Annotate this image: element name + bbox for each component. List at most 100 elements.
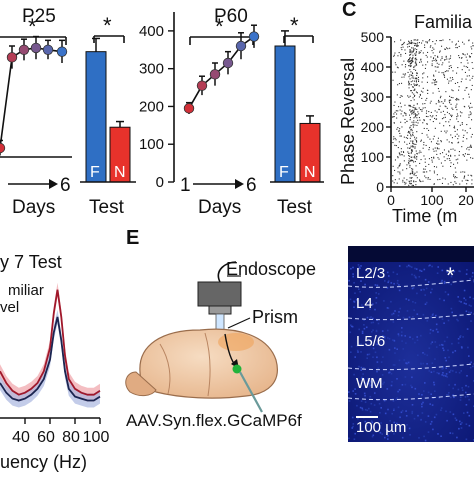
raster-dot <box>459 184 460 185</box>
raster-dot <box>452 115 453 116</box>
histology-nucleus <box>469 278 471 280</box>
histology-nucleus <box>428 415 430 417</box>
histology-nucleus <box>396 348 398 350</box>
raster-dot <box>426 113 427 114</box>
raster-dot <box>455 167 456 168</box>
raster-dot <box>450 100 451 101</box>
raster-dot <box>419 163 420 164</box>
panel-d-x-tick-label: 80 <box>62 429 80 446</box>
raster-dot <box>423 72 424 73</box>
histology-nucleus <box>458 342 460 344</box>
histology-nucleus <box>352 426 354 428</box>
histology-nucleus <box>423 314 425 316</box>
histology-nucleus <box>452 433 454 435</box>
histology-nucleus <box>353 423 355 425</box>
raster-dot <box>409 158 410 159</box>
raster-dot <box>402 64 403 65</box>
histology-nucleus <box>376 330 378 332</box>
histology-nucleus <box>375 352 377 354</box>
raster-dot <box>407 46 408 47</box>
raster-dot <box>423 52 424 53</box>
histology-nucleus <box>456 437 458 439</box>
raster-dot <box>413 135 414 136</box>
endoscope-body <box>198 282 241 306</box>
raster-dot <box>419 85 420 86</box>
raster-dot <box>415 84 416 85</box>
raster-dot <box>443 111 444 112</box>
raster-dot <box>412 173 413 174</box>
histology-nucleus <box>441 368 443 370</box>
raster-dot <box>433 93 434 94</box>
raster-dot <box>416 78 417 79</box>
raster-dot <box>393 166 394 167</box>
raster-dot <box>437 56 438 57</box>
raster-dot <box>437 174 438 175</box>
raster-dot <box>414 154 415 155</box>
raster-dot <box>466 148 467 149</box>
histology-pia-dark <box>348 246 474 262</box>
raster-dot <box>442 178 443 179</box>
histology-nucleus <box>350 351 352 353</box>
histology-nucleus <box>468 355 470 357</box>
raster-dot <box>469 70 470 71</box>
histology-nucleus <box>445 375 447 377</box>
raster-dot <box>430 119 431 120</box>
raster-dot <box>426 123 427 124</box>
raster-dot <box>457 162 458 163</box>
panel-c-y-tick-label: 200 <box>361 119 385 135</box>
histology-nucleus <box>397 283 399 285</box>
raster-dot <box>432 82 433 83</box>
histology-nucleus <box>355 393 357 395</box>
raster-dot <box>440 96 441 97</box>
raster-dot <box>395 64 396 65</box>
raster-dot <box>411 149 412 150</box>
raster-dot <box>409 58 410 59</box>
histology-nucleus <box>414 418 416 420</box>
histology-nucleus <box>425 303 427 305</box>
histology-nucleus <box>397 280 399 282</box>
panel-b-point <box>223 58 233 68</box>
raster-dot <box>399 128 400 129</box>
histology-nucleus <box>389 372 391 374</box>
histology-nucleus <box>381 361 383 363</box>
raster-dot <box>411 168 412 169</box>
panel-c-raster-dots <box>392 39 474 186</box>
raster-dot <box>435 110 436 111</box>
raster-dot <box>400 103 401 104</box>
raster-dot <box>471 53 472 54</box>
raster-dot <box>456 98 457 99</box>
raster-dot <box>414 39 415 40</box>
endoscope-collar <box>209 306 231 314</box>
raster-dot <box>455 176 456 177</box>
raster-dot <box>413 181 414 182</box>
raster-dot <box>442 118 443 119</box>
histology-nucleus <box>432 429 434 431</box>
raster-dot <box>472 62 473 63</box>
raster-dot <box>466 66 467 67</box>
histology-nucleus <box>442 270 444 272</box>
raster-dot <box>449 39 450 40</box>
histology-nucleus <box>356 405 358 407</box>
raster-dot <box>401 136 402 137</box>
histology-nucleus <box>423 363 425 365</box>
histology-nucleus <box>416 268 418 270</box>
raster-dot <box>423 169 424 170</box>
raster-dot <box>427 137 428 138</box>
raster-dot <box>417 120 418 121</box>
histology-nucleus <box>371 403 373 405</box>
histology-nucleus <box>376 357 378 359</box>
panel-d-x-tick-label: 100 <box>83 429 110 446</box>
raster-dot <box>410 183 411 184</box>
raster-dot <box>464 178 465 179</box>
histology-nucleus <box>460 335 462 337</box>
raster-dot <box>450 119 451 120</box>
raster-dot <box>418 79 419 80</box>
raster-dot <box>405 66 406 67</box>
histology-nucleus <box>455 417 457 419</box>
histology-nucleus <box>394 352 396 354</box>
raster-dot <box>425 159 426 160</box>
raster-dot <box>407 138 408 139</box>
raster-dot <box>464 156 465 157</box>
raster-dot <box>404 42 405 43</box>
histology-nucleus <box>431 371 433 373</box>
